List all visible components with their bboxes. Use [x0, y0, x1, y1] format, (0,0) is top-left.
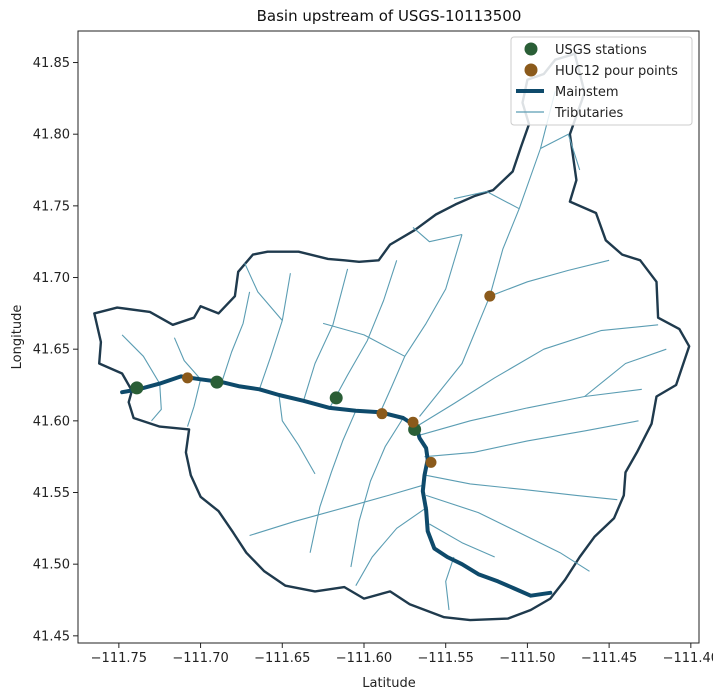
- tributary-line-10: [416, 324, 659, 428]
- y-axis-ticks: 41.45 41.50 41.55 41.60 41.65 41.70 41.75 41.80…: [33, 56, 78, 644]
- usgs-station-marker-0: [130, 381, 144, 395]
- y-axis-label: Longitude: [10, 305, 25, 370]
- tributary-line-15: [425, 474, 618, 501]
- basin-boundary: [93, 52, 691, 622]
- tributary-line-7: [309, 410, 357, 553]
- tributary-line-12: [489, 259, 610, 297]
- tributary-line-18: [355, 506, 429, 586]
- tributary-line-27: [244, 262, 283, 321]
- legend-huc12-label: HUC12 pour points: [555, 64, 678, 79]
- tributary-line-16: [425, 494, 590, 572]
- usgs-station-marker-2: [329, 391, 343, 405]
- tributary-line-1: [173, 337, 202, 380]
- y-tick-label-0: 41.45: [33, 629, 70, 644]
- y-tick-label-3: 41.60: [33, 414, 70, 429]
- tributary-line-19: [249, 484, 423, 537]
- x-tick-label-0: −111.75: [91, 651, 147, 666]
- tributary-line-26: [151, 383, 162, 422]
- tributary-line-3: [258, 273, 291, 390]
- tributary-line-5: [302, 268, 349, 401]
- x-tick-label-2: −111.65: [254, 651, 310, 666]
- x-axis-label: Latitude: [362, 676, 416, 691]
- huc12-pour-point-marker-2: [407, 416, 419, 428]
- tributary-line-2: [221, 291, 251, 383]
- x-tick-label-3: −111.60: [336, 651, 392, 666]
- legend: USGS stations HUC12 pour points Mainstem…: [510, 36, 693, 126]
- x-axis-ticks: −111.75 −111.70 −111.65 −111.60 −111.55 −111.…: [91, 643, 713, 666]
- tributary-line-4: [278, 394, 316, 475]
- tributary-line-8: [379, 234, 463, 413]
- y-tick-label-6: 41.75: [33, 199, 70, 214]
- chart-title: Basin upstream of USGS-10113500: [257, 7, 522, 25]
- legend-mainstem-label: Mainstem: [555, 85, 619, 100]
- x-tick-label-7: −111.40: [663, 651, 713, 666]
- x-tick-label-4: −111.55: [418, 651, 474, 666]
- tributary-line-25: [121, 334, 161, 384]
- huc12-pour-point-marker-0: [181, 372, 193, 384]
- y-tick-label-7: 41.80: [33, 128, 70, 143]
- huc12-pour-point-marker-4: [484, 290, 496, 302]
- tributary-line-6: [329, 260, 398, 409]
- tributary-line-9: [350, 417, 404, 568]
- huc12-pour-point-marker-1: [376, 408, 388, 420]
- y-tick-label-1: 41.50: [33, 558, 70, 573]
- usgs-station-marker-1: [210, 375, 224, 389]
- tributary-line-13: [419, 388, 642, 436]
- tributary-line-0: [186, 379, 202, 427]
- y-tick-label-4: 41.65: [33, 343, 70, 358]
- map-content: [93, 52, 691, 622]
- legend-usgs-marker: [524, 42, 538, 56]
- legend-box: [510, 36, 693, 126]
- y-tick-label-2: 41.55: [33, 486, 70, 501]
- huc12-pour-point-marker-3: [425, 456, 437, 468]
- tributary-line-22: [540, 133, 581, 171]
- legend-usgs-label: USGS stations: [555, 43, 647, 58]
- tributary-line-21: [453, 190, 520, 210]
- x-tick-label-6: −111.45: [581, 651, 637, 666]
- tributary-line-24: [322, 322, 406, 357]
- tributary-line-17: [429, 523, 495, 558]
- x-tick-label-1: −111.70: [172, 651, 228, 666]
- plot-area: [77, 30, 700, 644]
- tributary-line-20: [445, 556, 455, 611]
- legend-huc12-marker: [524, 63, 538, 77]
- x-tick-label-5: −111.50: [499, 651, 555, 666]
- tributary-line-23: [412, 226, 463, 243]
- tributary-line-28: [584, 348, 667, 397]
- tributary-line-14: [424, 420, 639, 458]
- y-tick-label-8: 41.85: [33, 56, 70, 71]
- y-tick-label-5: 41.70: [33, 271, 70, 286]
- tributaries-group: [121, 91, 667, 611]
- legend-tributaries-label: Tributaries: [554, 106, 623, 121]
- huc12-pour-points-group: [181, 290, 496, 468]
